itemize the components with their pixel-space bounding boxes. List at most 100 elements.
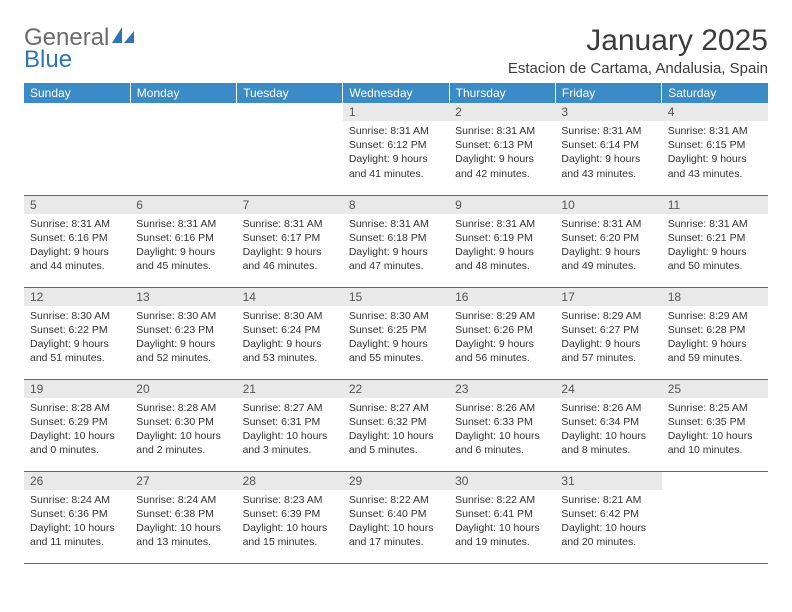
day-number: 26: [24, 472, 130, 490]
calendar-day-cell: [24, 103, 130, 195]
day-number: 14: [237, 288, 343, 306]
calendar-day-cell: 3Sunrise: 8:31 AMSunset: 6:14 PMDaylight…: [555, 103, 661, 195]
day-details: Sunrise: 8:26 AMSunset: 6:33 PMDaylight:…: [449, 398, 555, 462]
daylight-text: Daylight: 10 hours and 17 minutes.: [349, 521, 443, 549]
sunset-text: Sunset: 6:26 PM: [455, 323, 549, 337]
daylight-text: Daylight: 9 hours and 56 minutes.: [455, 337, 549, 365]
sunrise-text: Sunrise: 8:31 AM: [136, 217, 230, 231]
calendar-day-cell: 19Sunrise: 8:28 AMSunset: 6:29 PMDayligh…: [24, 379, 130, 471]
daylight-text: Daylight: 10 hours and 5 minutes.: [349, 429, 443, 457]
day-header: Wednesday: [343, 83, 449, 103]
daylight-text: Daylight: 9 hours and 59 minutes.: [668, 337, 762, 365]
sunset-text: Sunset: 6:39 PM: [243, 507, 337, 521]
day-details: Sunrise: 8:31 AMSunset: 6:15 PMDaylight:…: [662, 121, 768, 185]
calendar-day-cell: 5Sunrise: 8:31 AMSunset: 6:16 PMDaylight…: [24, 195, 130, 287]
calendar-day-cell: 28Sunrise: 8:23 AMSunset: 6:39 PMDayligh…: [237, 471, 343, 563]
sunset-text: Sunset: 6:38 PM: [136, 507, 230, 521]
logo: GeneralBlue: [24, 24, 137, 74]
day-number: 16: [449, 288, 555, 306]
sunset-text: Sunset: 6:35 PM: [668, 415, 762, 429]
day-details: Sunrise: 8:31 AMSunset: 6:19 PMDaylight:…: [449, 214, 555, 278]
day-number: 9: [449, 196, 555, 214]
day-details: Sunrise: 8:31 AMSunset: 6:18 PMDaylight:…: [343, 214, 449, 278]
sunset-text: Sunset: 6:25 PM: [349, 323, 443, 337]
sunset-text: Sunset: 6:18 PM: [349, 231, 443, 245]
calendar-table: Sunday Monday Tuesday Wednesday Thursday…: [24, 83, 768, 564]
daylight-text: Daylight: 9 hours and 51 minutes.: [30, 337, 124, 365]
calendar-day-cell: 8Sunrise: 8:31 AMSunset: 6:18 PMDaylight…: [343, 195, 449, 287]
sunset-text: Sunset: 6:36 PM: [30, 507, 124, 521]
daylight-text: Daylight: 9 hours and 49 minutes.: [561, 245, 655, 273]
sunrise-text: Sunrise: 8:21 AM: [561, 493, 655, 507]
sunrise-text: Sunrise: 8:28 AM: [30, 401, 124, 415]
sunset-text: Sunset: 6:21 PM: [668, 231, 762, 245]
sunrise-text: Sunrise: 8:26 AM: [455, 401, 549, 415]
sunrise-text: Sunrise: 8:22 AM: [455, 493, 549, 507]
sunrise-text: Sunrise: 8:26 AM: [561, 401, 655, 415]
sunset-text: Sunset: 6:32 PM: [349, 415, 443, 429]
day-details: Sunrise: 8:23 AMSunset: 6:39 PMDaylight:…: [237, 490, 343, 554]
calendar-day-cell: 14Sunrise: 8:30 AMSunset: 6:24 PMDayligh…: [237, 287, 343, 379]
sunrise-text: Sunrise: 8:30 AM: [349, 309, 443, 323]
sunrise-text: Sunrise: 8:31 AM: [668, 124, 762, 138]
calendar-week-row: 26 Sunrise: 8:24 AMSunset: 6:36 PM Dayligh…: [24, 471, 768, 563]
sunset-text: Sunset: 6:22 PM: [30, 323, 124, 337]
sunset-text: Sunset: 6:42 PM: [561, 507, 655, 521]
day-number: 24: [555, 380, 661, 398]
sunrise-text: Sunrise: 8:25 AM: [668, 401, 762, 415]
daylight-text: Daylight: 10 hours and 13 minutes.: [136, 521, 230, 549]
sunrise-text: Sunrise: 8:30 AM: [136, 309, 230, 323]
sunrise-text: Sunrise: 8:31 AM: [455, 217, 549, 231]
calendar-day-cell: 17Sunrise: 8:29 AMSunset: 6:27 PMDayligh…: [555, 287, 661, 379]
day-number: 6: [130, 196, 236, 214]
calendar-day-cell: 24 Sunrise: 8:26 AMSunset: 6:34 PMDayligh…: [555, 379, 661, 471]
sunset-text: Sunset: 6:15 PM: [668, 138, 762, 152]
day-number: 1: [343, 103, 449, 121]
sunrise-text: Sunrise: 8:22 AM: [349, 493, 443, 507]
sunset-text: Sunset: 6:16 PM: [136, 231, 230, 245]
daylight-text: Daylight: 10 hours and 3 minutes.: [243, 429, 337, 457]
calendar-day-cell: 23Sunrise: 8:26 AMSunset: 6:33 PMDayligh…: [449, 379, 555, 471]
sunset-text: Sunset: 6:33 PM: [455, 415, 549, 429]
sunrise-text: Sunrise: 8:31 AM: [30, 217, 124, 231]
calendar-week-row: 19Sunrise: 8:28 AMSunset: 6:29 PMDayligh…: [24, 379, 768, 471]
daylight-text: Daylight: 10 hours and 0 minutes.: [30, 429, 124, 457]
sunset-text: Sunset: 6:14 PM: [561, 138, 655, 152]
day-number: 30: [449, 472, 555, 490]
day-number: 2: [449, 103, 555, 121]
sunset-text: Sunset: 6:28 PM: [668, 323, 762, 337]
sunset-text: Sunset: 6:34 PM: [561, 415, 655, 429]
calendar-day-cell: 31Sunrise: 8:21 AMSunset: 6:42 PMDayligh…: [555, 471, 661, 563]
logo-inner: GeneralBlue: [24, 24, 137, 74]
day-details: Sunrise: 8:25 AMSunset: 6:35 PMDaylight:…: [662, 398, 768, 462]
daylight-text: Daylight: 9 hours and 41 minutes.: [349, 152, 443, 180]
daylight-text: Daylight: 10 hours and 8 minutes.: [561, 429, 655, 457]
sunrise-text: Sunrise: 8:27 AM: [349, 401, 443, 415]
sunrise-text: Sunrise: 8:24 AM: [30, 493, 124, 507]
day-details: Sunrise: 8:29 AMSunset: 6:26 PMDaylight:…: [449, 306, 555, 370]
day-details: Sunrise: 8:29 AMSunset: 6:27 PMDaylight:…: [555, 306, 661, 370]
day-details: Sunrise: 8:21 AMSunset: 6:42 PMDaylight:…: [555, 490, 661, 554]
day-number: 10: [555, 196, 661, 214]
logo-sail-icon: [111, 26, 137, 48]
day-details: Sunrise: 8:31 AMSunset: 6:16 PMDaylight:…: [130, 214, 236, 278]
day-details: Sunrise: 8:27 AMSunset: 6:32 PMDaylight:…: [343, 398, 449, 462]
day-details: Sunrise: 8:29 AMSunset: 6:28 PMDaylight:…: [662, 306, 768, 370]
sunrise-text: Sunrise: 8:28 AM: [136, 401, 230, 415]
sunrise-text: Sunrise: 8:23 AM: [243, 493, 337, 507]
daylight-text: Daylight: 9 hours and 55 minutes.: [349, 337, 443, 365]
day-number: 22: [343, 380, 449, 398]
day-number: 11: [662, 196, 768, 214]
day-header: Tuesday: [237, 83, 343, 103]
day-number: 12: [24, 288, 130, 306]
day-number: 29: [343, 472, 449, 490]
daylight-text: Daylight: 10 hours and 10 minutes.: [668, 429, 762, 457]
day-details: Sunrise: 8:28 AMSunset: 6:29 PMDaylight:…: [24, 398, 130, 462]
day-header-row: Sunday Monday Tuesday Wednesday Thursday…: [24, 83, 768, 103]
sunrise-text: Sunrise: 8:29 AM: [455, 309, 549, 323]
daylight-text: Daylight: 9 hours and 47 minutes.: [349, 245, 443, 273]
day-details: Sunrise: 8:31 AMSunset: 6:13 PMDaylight:…: [449, 121, 555, 185]
title-block: January 2025 Estacion de Cartama, Andalu…: [508, 24, 768, 77]
sunrise-text: Sunrise: 8:31 AM: [243, 217, 337, 231]
day-header: Saturday: [662, 83, 768, 103]
